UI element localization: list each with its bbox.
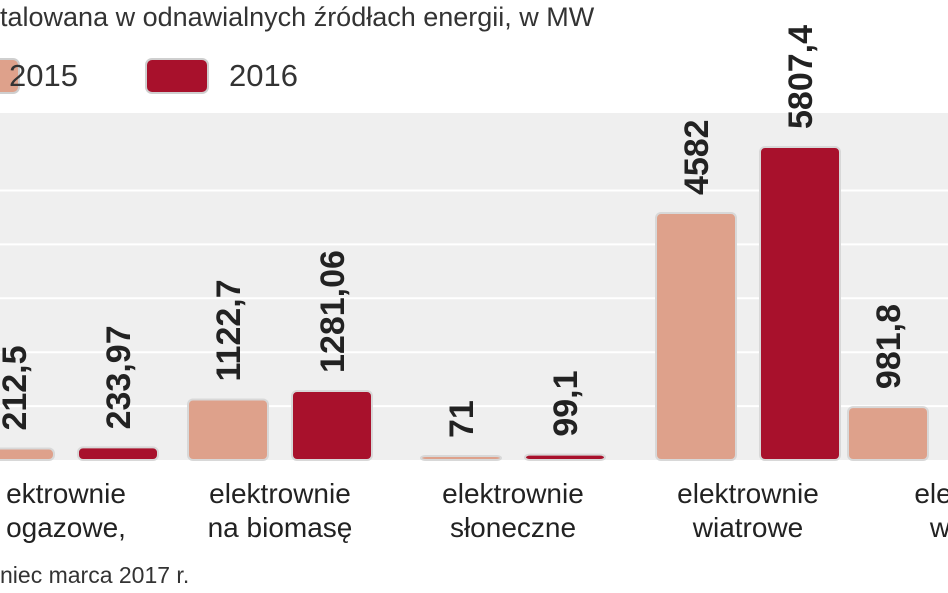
data-label: 212,5 [0, 345, 34, 430]
data-label: 71 [443, 400, 481, 438]
category-label: ogazowe, [6, 512, 126, 543]
legend-swatch-2015 [0, 58, 20, 94]
legend-swatch-2016 [145, 58, 209, 94]
category-label: elektrownie [442, 478, 584, 509]
legend-label-2015: 2015 [9, 58, 78, 93]
chart-subtitle: talowana w odnawialnych źródłach energii… [0, 2, 595, 32]
bar-2015 [847, 406, 929, 461]
bar-2015 [420, 455, 502, 461]
category-label: elek [914, 478, 948, 509]
data-label: 1281,06 [314, 250, 352, 373]
data-label: 99,1 [547, 370, 585, 436]
bar-2015 [187, 398, 269, 461]
category-label: elektrownie [209, 478, 351, 509]
data-label: 5807,4 [782, 25, 820, 129]
bar-2016 [759, 146, 841, 461]
source-footnote: niec marca 2017 r. [0, 562, 190, 588]
data-label: 233,97 [100, 325, 138, 429]
data-label: 4582 [678, 119, 716, 195]
category-label: słoneczne [450, 512, 576, 543]
data-label: 1122,7 [210, 279, 248, 381]
bar-2015 [0, 447, 55, 461]
bar-2016 [77, 446, 159, 461]
bar-2015 [655, 212, 737, 461]
category-label: elektrownie [677, 478, 819, 509]
category-label: ektrownie [6, 478, 126, 509]
category-label: na biomasę [208, 512, 353, 543]
bar-2016 [291, 389, 373, 461]
data-label: 981,8 [870, 304, 908, 389]
category-label: w [929, 512, 948, 543]
bar-2016 [524, 453, 606, 462]
legend-label-2016: 2016 [229, 58, 298, 93]
category-label: wiatrowe [692, 512, 803, 543]
